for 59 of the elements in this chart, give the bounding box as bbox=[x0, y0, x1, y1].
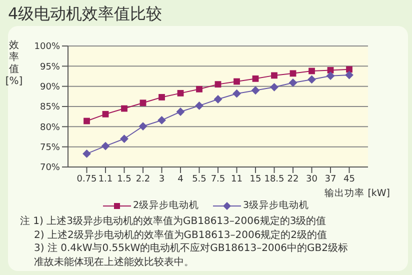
x-tick-label: 45 bbox=[344, 174, 355, 184]
point bbox=[270, 82, 278, 92]
point bbox=[84, 118, 90, 124]
x-tick-label: 0.75 bbox=[76, 174, 97, 184]
point bbox=[158, 94, 165, 100]
point bbox=[102, 110, 109, 118]
y-axis-title: 效率值 [%] bbox=[4, 40, 24, 88]
point bbox=[251, 86, 260, 95]
x-tick-label: 1.5 bbox=[117, 174, 132, 184]
x-tick-label: 2.2 bbox=[136, 174, 150, 184]
y-tick-label: 70% bbox=[40, 163, 60, 174]
point bbox=[158, 116, 166, 124]
x-tick-label: 11 bbox=[231, 174, 242, 184]
y-tick-label: 85% bbox=[40, 102, 60, 113]
text: 2) 上述2级异步电动机的效率值为GB18613–2006规定的2级的值 bbox=[33, 228, 328, 242]
point bbox=[234, 78, 240, 85]
point bbox=[177, 90, 184, 96]
point bbox=[326, 72, 335, 80]
point bbox=[176, 108, 185, 116]
point bbox=[196, 86, 202, 92]
y-tick-label: 95% bbox=[40, 62, 60, 72]
x-tick-label: 5.5 bbox=[192, 174, 206, 184]
point bbox=[345, 70, 354, 80]
x-tick-label: 37 bbox=[324, 174, 336, 184]
legend-label: 3级异步电动机 bbox=[242, 199, 310, 212]
x-axis-title: 输出功率 [kW] bbox=[324, 187, 390, 200]
point bbox=[288, 78, 298, 87]
point bbox=[214, 95, 222, 104]
point bbox=[138, 122, 148, 130]
point bbox=[271, 72, 278, 79]
x-tick-label: 7.5 bbox=[210, 174, 226, 184]
point bbox=[346, 66, 352, 73]
chart-title: 4级电动机效率值比较 bbox=[8, 4, 162, 25]
point bbox=[120, 134, 128, 143]
y-tick-label: 90% bbox=[40, 82, 60, 93]
point bbox=[232, 89, 241, 98]
point bbox=[290, 70, 296, 77]
x-tick-label: 1.1 bbox=[98, 174, 113, 184]
x-tick-label: 15 bbox=[250, 174, 262, 184]
y-tick-label: 80% bbox=[40, 122, 60, 133]
point bbox=[252, 75, 259, 82]
x-tick-label: 4 bbox=[178, 174, 184, 184]
point bbox=[195, 101, 204, 110]
point bbox=[308, 68, 315, 74]
text: 3) 注 0.4kW与0.55kW的电动机不应对GB18613–2006中的GB2级标准故未能体现在上述能效比较表中。 bbox=[33, 242, 349, 269]
y-tick-label: 75% bbox=[40, 143, 60, 154]
point bbox=[308, 75, 316, 84]
legend-label: 2级异步电动机 bbox=[132, 199, 199, 212]
point bbox=[121, 105, 128, 112]
x-tick-label: 3 bbox=[158, 174, 165, 184]
x-tick-label: 30 bbox=[306, 174, 318, 184]
y-tick-label: 100% bbox=[34, 42, 60, 52]
text: 注 1) 上述3级异步电动机的效率值为GB18613–2006规定的3级的值 bbox=[20, 215, 328, 228]
point bbox=[214, 81, 222, 88]
x-tick-label: 18.5 bbox=[264, 174, 284, 184]
point bbox=[82, 149, 91, 158]
point bbox=[101, 142, 110, 150]
point bbox=[140, 100, 146, 106]
x-tick-label: 22 bbox=[287, 174, 299, 184]
